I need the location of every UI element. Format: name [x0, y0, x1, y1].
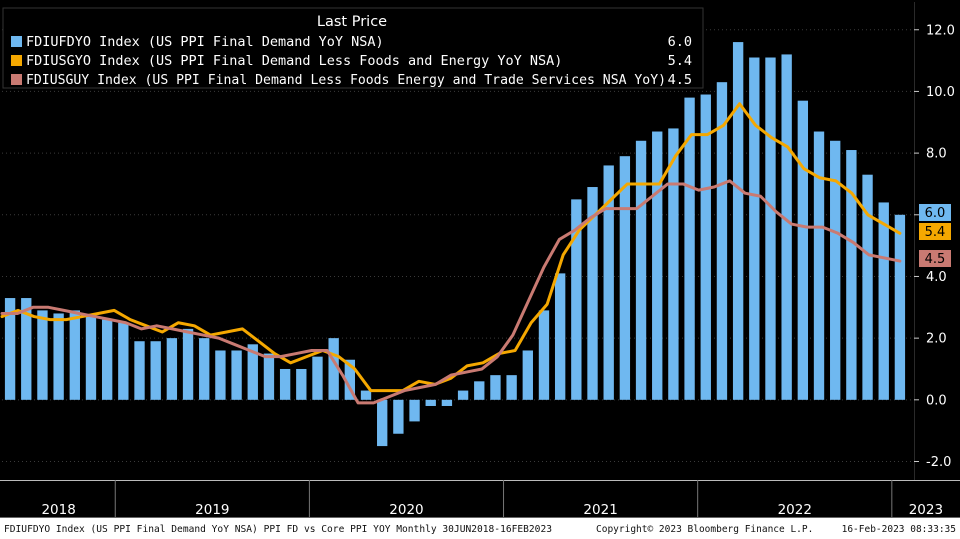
x-tick-label-2021: 2021 [583, 502, 617, 518]
y-tick-label-4: 4.0 [926, 270, 947, 285]
legend-swatch-ppi-final-demand [11, 36, 22, 47]
bar [263, 353, 275, 400]
bar [182, 328, 194, 400]
y-tick-label-5: 2.0 [926, 332, 947, 347]
bar [215, 350, 226, 400]
last-tag-ppi-core [919, 223, 951, 240]
bar [813, 131, 825, 400]
bar [797, 100, 809, 400]
legend-header: Last Price [317, 14, 387, 30]
bar [830, 140, 841, 400]
bar [846, 150, 857, 400]
last-tag-ppi-core-ex-trade [919, 250, 951, 267]
bar [118, 322, 129, 400]
bar [538, 310, 550, 400]
legend-swatch-ppi-core-ex-trade [11, 74, 22, 85]
bar [425, 399, 436, 406]
legend-swatch-ppi-core [11, 55, 22, 66]
y-tick-label-1: 10.0 [926, 85, 955, 100]
y-tick-label-0: 12.0 [926, 23, 955, 38]
bar [603, 165, 614, 400]
footer-bar [0, 518, 960, 539]
bar [85, 316, 97, 400]
bar [684, 97, 695, 400]
legend: Last Price FDIUFDYO Index (US PPI Final … [2, 7, 704, 89]
bar [377, 399, 388, 447]
bar [571, 199, 582, 400]
bar [409, 399, 420, 422]
bar [781, 54, 792, 400]
bar [635, 140, 647, 400]
bar [4, 298, 16, 400]
bar [328, 338, 339, 400]
bar [344, 359, 356, 400]
x-tick-label-2019: 2019 [195, 502, 229, 518]
bar [732, 42, 744, 400]
line-series [0, 102, 902, 405]
legend-label-ppi-core-ex-trade: FDIUSGUY Index (US PPI Final Demand Less… [26, 72, 666, 88]
x-tick-label-2018: 2018 [41, 502, 75, 518]
bar [360, 390, 372, 400]
bar [231, 350, 242, 400]
bar [101, 319, 113, 400]
series-line-2 [0, 179, 902, 405]
bar [765, 57, 776, 400]
last-tag-text-ppi-core-ex-trade: 4.5 [925, 252, 946, 267]
bar [457, 390, 469, 400]
bar [587, 187, 598, 400]
last-tag-ppi-final-demand [919, 204, 951, 221]
legend-value-ppi-core: 5.4 [668, 53, 692, 69]
bar [134, 341, 145, 400]
bar [862, 174, 873, 400]
legend-label-ppi-core: FDIUSGYO Index (US PPI Final Demand Less… [26, 53, 562, 69]
bar [474, 381, 485, 400]
bar [21, 298, 32, 400]
legend-value-ppi-final-demand: 6.0 [668, 34, 692, 50]
bar [894, 214, 906, 400]
x-tick-label-2020: 2020 [389, 502, 423, 518]
legend-value-ppi-core-ex-trade: 4.5 [668, 72, 692, 88]
bar [554, 273, 566, 400]
bar [652, 131, 663, 400]
bar [150, 341, 161, 400]
x-axis: 2018 2019 2020 2021 2022 2023 [0, 480, 960, 518]
bar [668, 128, 679, 400]
bar [716, 82, 728, 400]
bar [69, 310, 80, 400]
bar [393, 399, 404, 434]
footer-timestamp: 16-Feb-2023 08:33:35 [842, 524, 956, 535]
bar-series [4, 42, 906, 447]
legend-label-ppi-final-demand: FDIUFDYO Index (US PPI Final Demand YoY … [26, 34, 384, 50]
y-tick-label-2: 8.0 [926, 147, 947, 162]
bar [619, 156, 631, 400]
legend-box [2, 7, 704, 89]
bar [749, 57, 760, 400]
x-tick-label-2023: 2023 [909, 502, 943, 518]
footer-description: FDIUFDYO Index (US PPI Final Demand YoY … [4, 524, 552, 535]
bar [490, 375, 501, 400]
bar [53, 313, 64, 400]
bar [700, 94, 711, 400]
bar [247, 344, 258, 400]
bar [441, 399, 453, 406]
y-tick-label-6: 0.0 [926, 393, 947, 408]
footer-copyright: Copyright© 2023 Bloomberg Finance L.P. [596, 524, 813, 535]
bar [199, 338, 210, 400]
bar [312, 356, 323, 400]
bar [878, 202, 889, 400]
bar [279, 368, 291, 400]
last-tag-text-ppi-final-demand: 6.0 [925, 206, 946, 221]
last-value-tags: 6.0 5.4 4.5 [919, 204, 951, 267]
x-tick-label-2022: 2022 [778, 502, 812, 518]
bar [166, 338, 178, 400]
bar [506, 375, 517, 400]
bar [37, 310, 48, 400]
bar [296, 368, 307, 400]
bar [522, 350, 533, 400]
last-tag-text-ppi-core: 5.4 [925, 225, 946, 240]
y-tick-label-7: -2.0 [926, 455, 951, 470]
